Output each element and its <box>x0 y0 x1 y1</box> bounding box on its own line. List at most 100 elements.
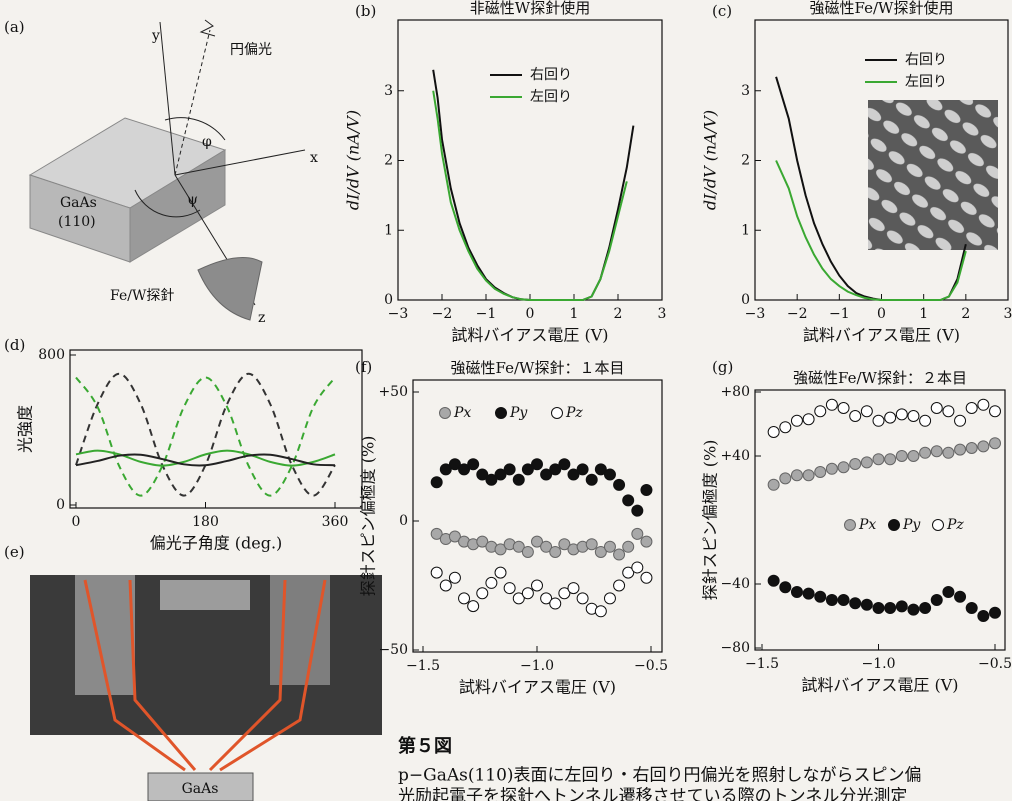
data-point <box>803 588 814 599</box>
diagram-label: y <box>151 28 160 44</box>
data-point <box>990 406 1001 417</box>
x-tick-label: 3 <box>658 306 667 322</box>
data-point <box>550 546 561 557</box>
figure: (a) (b) (c) (d) (e) (f) (g) y 円偏光 φ x Ga… <box>0 0 1012 801</box>
data-point <box>768 575 779 586</box>
y-axis-label: dI/dV (nA/V) <box>701 110 720 210</box>
y-tick-label: 1 <box>741 222 750 238</box>
photo-part <box>270 575 330 685</box>
data-point <box>513 474 524 485</box>
data-point <box>604 541 615 552</box>
diagram-label: (110) <box>58 214 96 230</box>
caption-line: 光励起電子を探針へトンネル遷移させている際のトンネル分光測定 <box>398 787 907 801</box>
chart-title: 強磁性Fe/W探針：２本目 <box>793 369 967 387</box>
legend-label: 左回り <box>905 74 947 90</box>
data-point <box>791 415 802 426</box>
data-point <box>632 562 643 573</box>
x-tick-label: 2 <box>614 306 623 322</box>
y-axis-label: 探針スピン偏極度 (%) <box>701 440 720 601</box>
x-tick-label: 0 <box>877 306 886 322</box>
y-tick-label: +50 <box>378 384 408 400</box>
data-point <box>978 399 989 410</box>
data-point <box>791 587 802 598</box>
legend-label: 右回り <box>905 52 947 68</box>
data-point <box>577 593 588 604</box>
legend-marker <box>496 408 507 419</box>
y-tick-label: 1 <box>384 222 393 238</box>
x-tick-label: 0 <box>72 514 81 530</box>
data-point <box>861 457 872 468</box>
data-point <box>990 607 1001 618</box>
data-point <box>978 611 989 622</box>
diagram-label: Fe/W探針 <box>110 288 174 304</box>
data-point <box>908 604 919 615</box>
tip-icon <box>198 258 262 321</box>
data-point <box>504 464 515 475</box>
data-point <box>532 580 543 591</box>
x-tick-label: −1.5 <box>745 656 779 672</box>
data-point <box>966 603 977 614</box>
data-point <box>532 459 543 470</box>
data-point <box>641 485 652 496</box>
data-point <box>873 454 884 465</box>
data-point <box>604 593 615 604</box>
data-point <box>803 414 814 425</box>
data-point <box>568 583 579 594</box>
caption-number: 第５図 <box>398 735 452 757</box>
y-tick-label: −40 <box>720 576 750 592</box>
x-tick-label: −2 <box>432 306 453 322</box>
y-tick-label: 3 <box>741 83 750 99</box>
data-point <box>955 591 966 602</box>
data-point <box>873 415 884 426</box>
data-point <box>955 415 966 426</box>
data-point <box>815 591 826 602</box>
legend-marker <box>933 520 944 531</box>
x-tick-label: −3 <box>388 306 409 322</box>
y-tick-label: 2 <box>384 153 393 169</box>
x-tick-label: −1.5 <box>406 658 440 674</box>
plot-frame <box>413 380 662 652</box>
x-axis-label: 偏光子角度 (deg.) <box>150 534 283 553</box>
x-tick-label: 1 <box>919 306 928 322</box>
legend-label: 右回り <box>530 67 572 83</box>
x-tick-label: −1 <box>476 306 497 322</box>
y-tick-label: 3 <box>384 83 393 99</box>
legend-marker <box>440 408 451 419</box>
data-point <box>614 580 625 591</box>
y-tick-label: 2 <box>741 153 750 169</box>
data-point <box>641 536 652 547</box>
data-point <box>586 474 597 485</box>
data-point <box>641 572 652 583</box>
x-tick-label: 180 <box>192 514 219 530</box>
y-tick-label: 800 <box>38 347 65 363</box>
data-point <box>885 412 896 423</box>
data-point <box>632 528 643 539</box>
x-tick-label: 2 <box>961 306 970 322</box>
x-tick-label: 3 <box>1004 306 1012 322</box>
data-point <box>449 572 460 583</box>
legend-label: Pz <box>565 405 583 421</box>
data-point <box>815 467 826 478</box>
data-point <box>604 469 615 480</box>
data-point <box>803 470 814 481</box>
y-axis-label: dI/dV (nA/V) <box>344 110 363 210</box>
data-point <box>955 444 966 455</box>
data-point <box>838 462 849 473</box>
data-point <box>459 593 470 604</box>
legend-label: Py <box>902 517 921 533</box>
data-point <box>931 403 942 414</box>
legend-label: Px <box>453 405 471 421</box>
legend-marker <box>889 520 900 531</box>
data-point <box>768 479 779 490</box>
panel-label: (d) <box>4 336 25 354</box>
data-point <box>943 406 954 417</box>
plot-frame <box>70 350 362 508</box>
data-point <box>838 595 849 606</box>
x-axis-label: 試料バイアス電圧 (V) <box>803 326 960 345</box>
y-tick-label: −80 <box>720 640 750 656</box>
data-point <box>943 587 954 598</box>
diagram-label: 円偏光 <box>230 42 272 58</box>
panel-label: (a) <box>4 18 25 36</box>
data-point <box>431 567 442 578</box>
diagram-label: z <box>258 310 265 326</box>
